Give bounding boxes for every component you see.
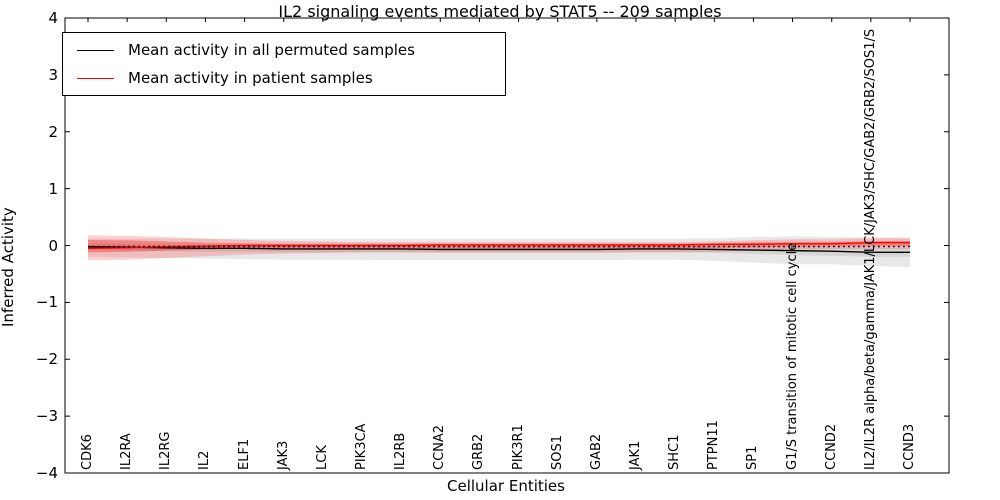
x-tick-label: ELF1 <box>236 438 252 470</box>
legend-label: Mean activity in all permuted samples <box>128 41 415 59</box>
x-tick-label: PTPN11 <box>706 420 722 470</box>
x-tick-label: IL2RA <box>119 433 135 470</box>
x-tick-label: SHC1 <box>667 434 683 470</box>
x-tick-label: CCNA2 <box>432 424 448 470</box>
y-tick-label: 1 <box>48 179 58 198</box>
patient-mean-line <box>87 241 910 250</box>
x-tick-label: JAK3 <box>275 440 291 470</box>
legend-line-sample <box>77 49 114 51</box>
y-tick-label: −4 <box>35 464 58 482</box>
legend-item: Mean activity in all permuted samples <box>63 39 505 61</box>
legend-line-sample <box>77 77 114 79</box>
x-tick-label: PIK3CA <box>354 423 369 470</box>
y-tick-label: −1 <box>35 293 58 312</box>
x-tick-label: IL2 <box>197 450 213 470</box>
x-tick-label: GAB2 <box>588 433 604 470</box>
chart-title: IL2 signaling events mediated by STAT5 -… <box>278 2 722 21</box>
x-tick-label: PIK3R1 <box>510 424 526 470</box>
x-tick-label: JAK1 <box>628 440 643 470</box>
x-tick-label: G1/S transition of mitotic cell cycle <box>784 242 800 470</box>
patient-outer-band <box>88 235 910 261</box>
x-tick-label: LCK <box>314 445 330 470</box>
legend-item: Mean activity in patient samples <box>63 67 505 89</box>
x-tick-label: CCND3 <box>902 423 917 470</box>
x-tick-label: IL2RB <box>393 432 409 470</box>
y-tick-label: 4 <box>48 9 58 27</box>
x-tick-label: IL2/IL2R alpha/beta/gamma/JAK1/LCK/JAK3/… <box>862 28 878 470</box>
x-tick-label: CCND2 <box>823 423 839 470</box>
x-tick-label: GRB2 <box>471 433 487 470</box>
y-tick-label: 2 <box>48 122 58 141</box>
x-tick-label: IL2RG <box>158 431 174 470</box>
x-tick-label: SOS1 <box>549 434 565 470</box>
legend-label: Mean activity in patient samples <box>128 69 373 87</box>
y-tick-label: −2 <box>35 350 58 369</box>
y-tick-label: 3 <box>48 65 58 84</box>
x-axis-label: Cellular Entities <box>447 477 565 495</box>
legend: Mean activity in all permuted samples Mea… <box>62 32 506 96</box>
x-tick-label: CDK6 <box>80 434 95 470</box>
permuted-mean-line <box>87 245 910 254</box>
y-tick-label: 0 <box>48 236 58 255</box>
x-tick-label: SP1 <box>745 445 761 470</box>
y-tick-label: −3 <box>35 407 58 426</box>
